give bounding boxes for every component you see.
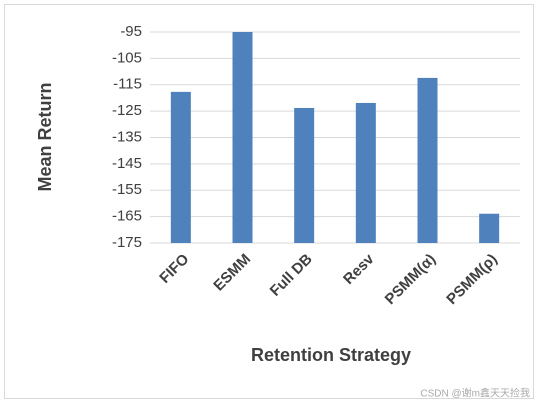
bar: [170, 91, 191, 243]
bar: [417, 77, 438, 243]
y-tick-label: -175: [112, 234, 142, 251]
bar: [294, 107, 315, 244]
y-tick-label: -105: [112, 49, 142, 66]
y-tick-label: -135: [112, 128, 142, 145]
y-tick-label: -125: [112, 102, 142, 119]
y-tick-label: -115: [113, 76, 142, 93]
y-axis-title: Mean Return: [35, 82, 55, 191]
watermark: CSDN @谢m鑫天天捡我: [420, 387, 530, 400]
bar: [479, 213, 500, 243]
chart-border: [4, 4, 534, 399]
y-tick-label: -165: [112, 208, 142, 225]
y-tick-label: -155: [112, 181, 142, 198]
y-tick-label: -95: [120, 23, 142, 40]
y-tick-label: -145: [112, 155, 142, 172]
bar: [355, 102, 376, 243]
x-axis-title: Retention Strategy: [251, 345, 411, 365]
bar: [232, 32, 253, 243]
